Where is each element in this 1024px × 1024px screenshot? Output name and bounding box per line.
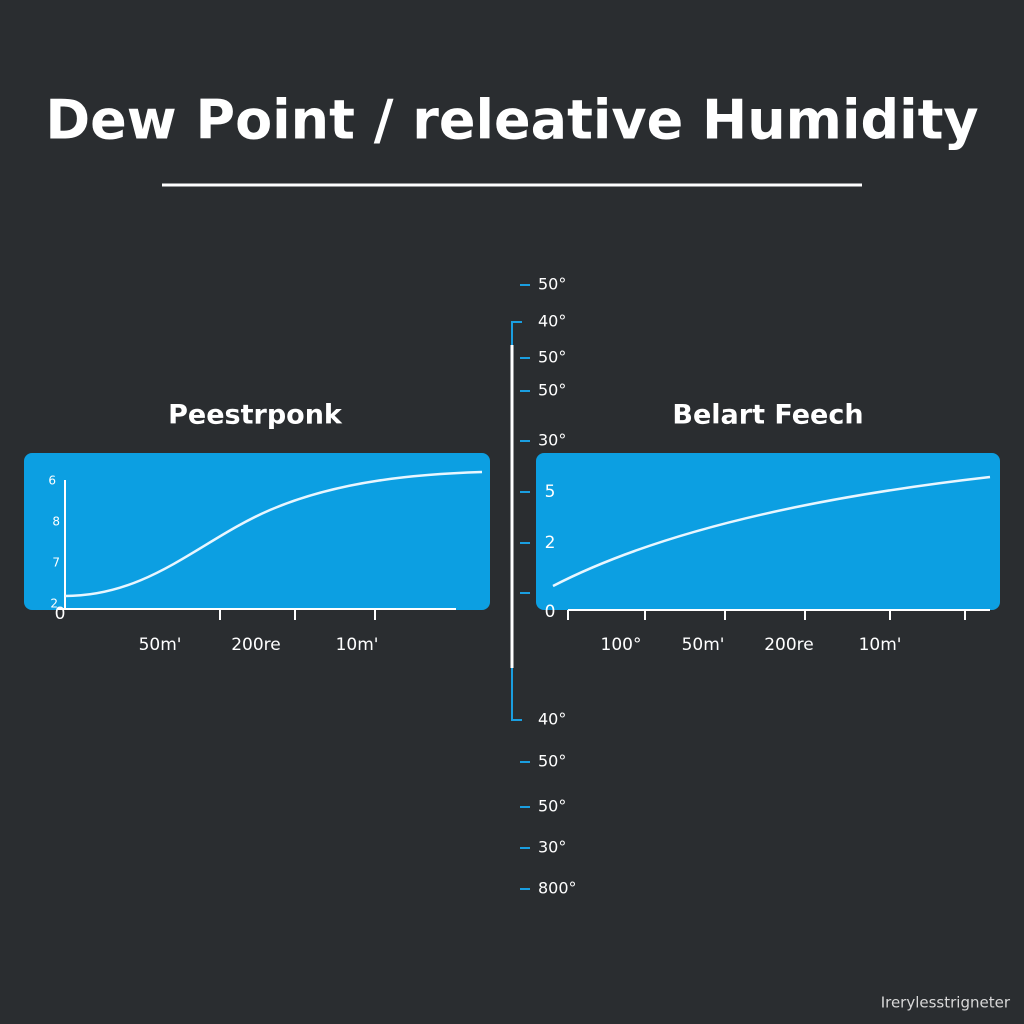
y-label: 2	[545, 533, 556, 553]
y-label: 8	[52, 515, 60, 529]
panel-body	[24, 453, 490, 610]
right-panel: Belart Feech 5 2 0 100° 50m' 200re 10m'	[536, 400, 1000, 655]
scale-label: 50°	[538, 275, 566, 294]
y-label: 2	[50, 597, 58, 611]
y-label: 5	[545, 482, 556, 502]
x-label: 50m'	[682, 635, 725, 655]
x-label: 200re	[764, 635, 814, 655]
scale-bracket	[511, 668, 522, 721]
x-ticks	[219, 609, 376, 620]
y-label: 0	[545, 602, 556, 622]
curve	[552, 475, 991, 588]
scale-label: 40°	[538, 312, 566, 331]
scale-label: 50°	[538, 752, 566, 771]
scale-ticks	[520, 284, 530, 890]
scale-label: 30°	[538, 431, 566, 450]
scale-label: 40°	[538, 710, 566, 729]
y-label: 0	[55, 604, 66, 624]
left-panel: Peestrponk 6 8 7 2 0 50m' 200re 10m'	[24, 400, 490, 655]
x-label: 100°	[601, 635, 642, 655]
x-label: 200re	[231, 635, 281, 655]
scale-label: 50°	[538, 348, 566, 367]
scale-label: 50°	[538, 381, 566, 400]
y-label: 7	[52, 556, 60, 570]
x-label: 50m'	[139, 635, 182, 655]
panel-title: Peestrponk	[168, 400, 343, 431]
x-label: 10m'	[859, 635, 902, 655]
curve	[64, 470, 483, 598]
x-ticks	[567, 610, 966, 620]
scale-label: 800°	[538, 879, 577, 898]
scale-label: 50°	[538, 797, 566, 816]
panel-title: Belart Feech	[672, 400, 863, 431]
y-label: 6	[48, 474, 56, 488]
center-scale: 50° 40° 50° 50° 30° 40° 50° 50° 30° 800°	[510, 275, 577, 898]
x-label: 10m'	[336, 635, 379, 655]
footer: Irerylesstrigneter	[881, 994, 1011, 1012]
panel-body	[536, 453, 1000, 610]
scale-label: 30°	[538, 838, 566, 857]
page-title: Dew Point / releative Humidity	[45, 89, 978, 152]
scale-bracket	[511, 321, 522, 345]
